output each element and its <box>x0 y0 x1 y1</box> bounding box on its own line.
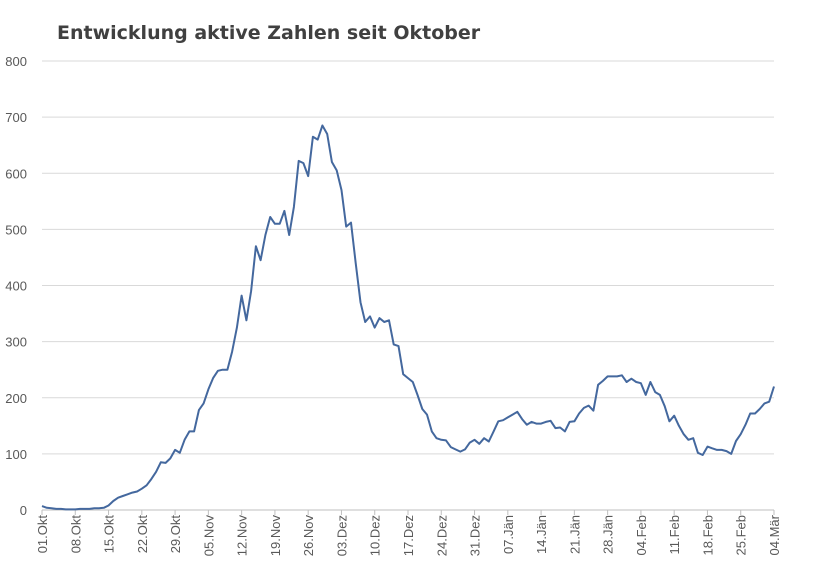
y-axis: 0 100 200 300 400 500 600 700 800 <box>5 54 27 518</box>
x-tick-label: 05.Nov <box>201 515 216 557</box>
x-tick-label: 12.Nov <box>235 515 250 557</box>
chart-title: Entwicklung aktive Zahlen seit Oktober <box>57 22 481 44</box>
x-tick-label: 31.Dez <box>468 515 483 556</box>
y-tick-label: 700 <box>5 110 27 125</box>
x-tick-label: 18.Feb <box>700 515 715 555</box>
y-tick-label: 500 <box>5 222 27 237</box>
x-tick-label: 08.Okt <box>68 515 83 554</box>
data-line <box>41 124 775 511</box>
x-axis: 01.Okt 08.Okt 15.Okt 22.Okt 29.Okt 05.Nov 12.N… <box>35 510 782 556</box>
x-tick-label: 03.Dez <box>334 515 349 556</box>
x-tick-label: 25.Feb <box>734 515 749 555</box>
x-tick-label: 17.Dez <box>401 515 416 556</box>
y-tick-label: 400 <box>5 279 27 294</box>
x-tick-label: 19.Nov <box>268 515 283 557</box>
x-tick-label: 24.Dez <box>434 515 449 556</box>
y-tick-label: 300 <box>5 335 27 350</box>
y-tick-label: 100 <box>5 447 27 462</box>
x-tick-label: 01.Okt <box>35 515 50 554</box>
gridlines <box>42 60 774 511</box>
x-tick-label: 04.Mär <box>767 514 782 555</box>
x-tick-label: 11.Feb <box>667 515 682 555</box>
x-tick-label: 26.Nov <box>301 515 316 557</box>
y-tick-label: 800 <box>5 54 27 69</box>
x-tick-label: 22.Okt <box>135 515 150 554</box>
y-tick-label: 600 <box>5 166 27 181</box>
x-tick-label: 14.Jän <box>534 515 549 554</box>
y-tick-label: 200 <box>5 391 27 406</box>
x-tick-label: 21.Jän <box>567 515 582 554</box>
series-group <box>41 124 775 511</box>
x-tick-label: 15.Okt <box>102 515 117 554</box>
x-tick-label: 10.Dez <box>368 515 383 556</box>
x-tick-label: 28.Jän <box>601 515 616 554</box>
x-tick-label: 07.Jän <box>501 515 516 554</box>
x-tick-label: 29.Okt <box>168 515 183 554</box>
y-tick-label: 0 <box>20 503 27 518</box>
x-tick-label: 04.Feb <box>634 515 649 555</box>
